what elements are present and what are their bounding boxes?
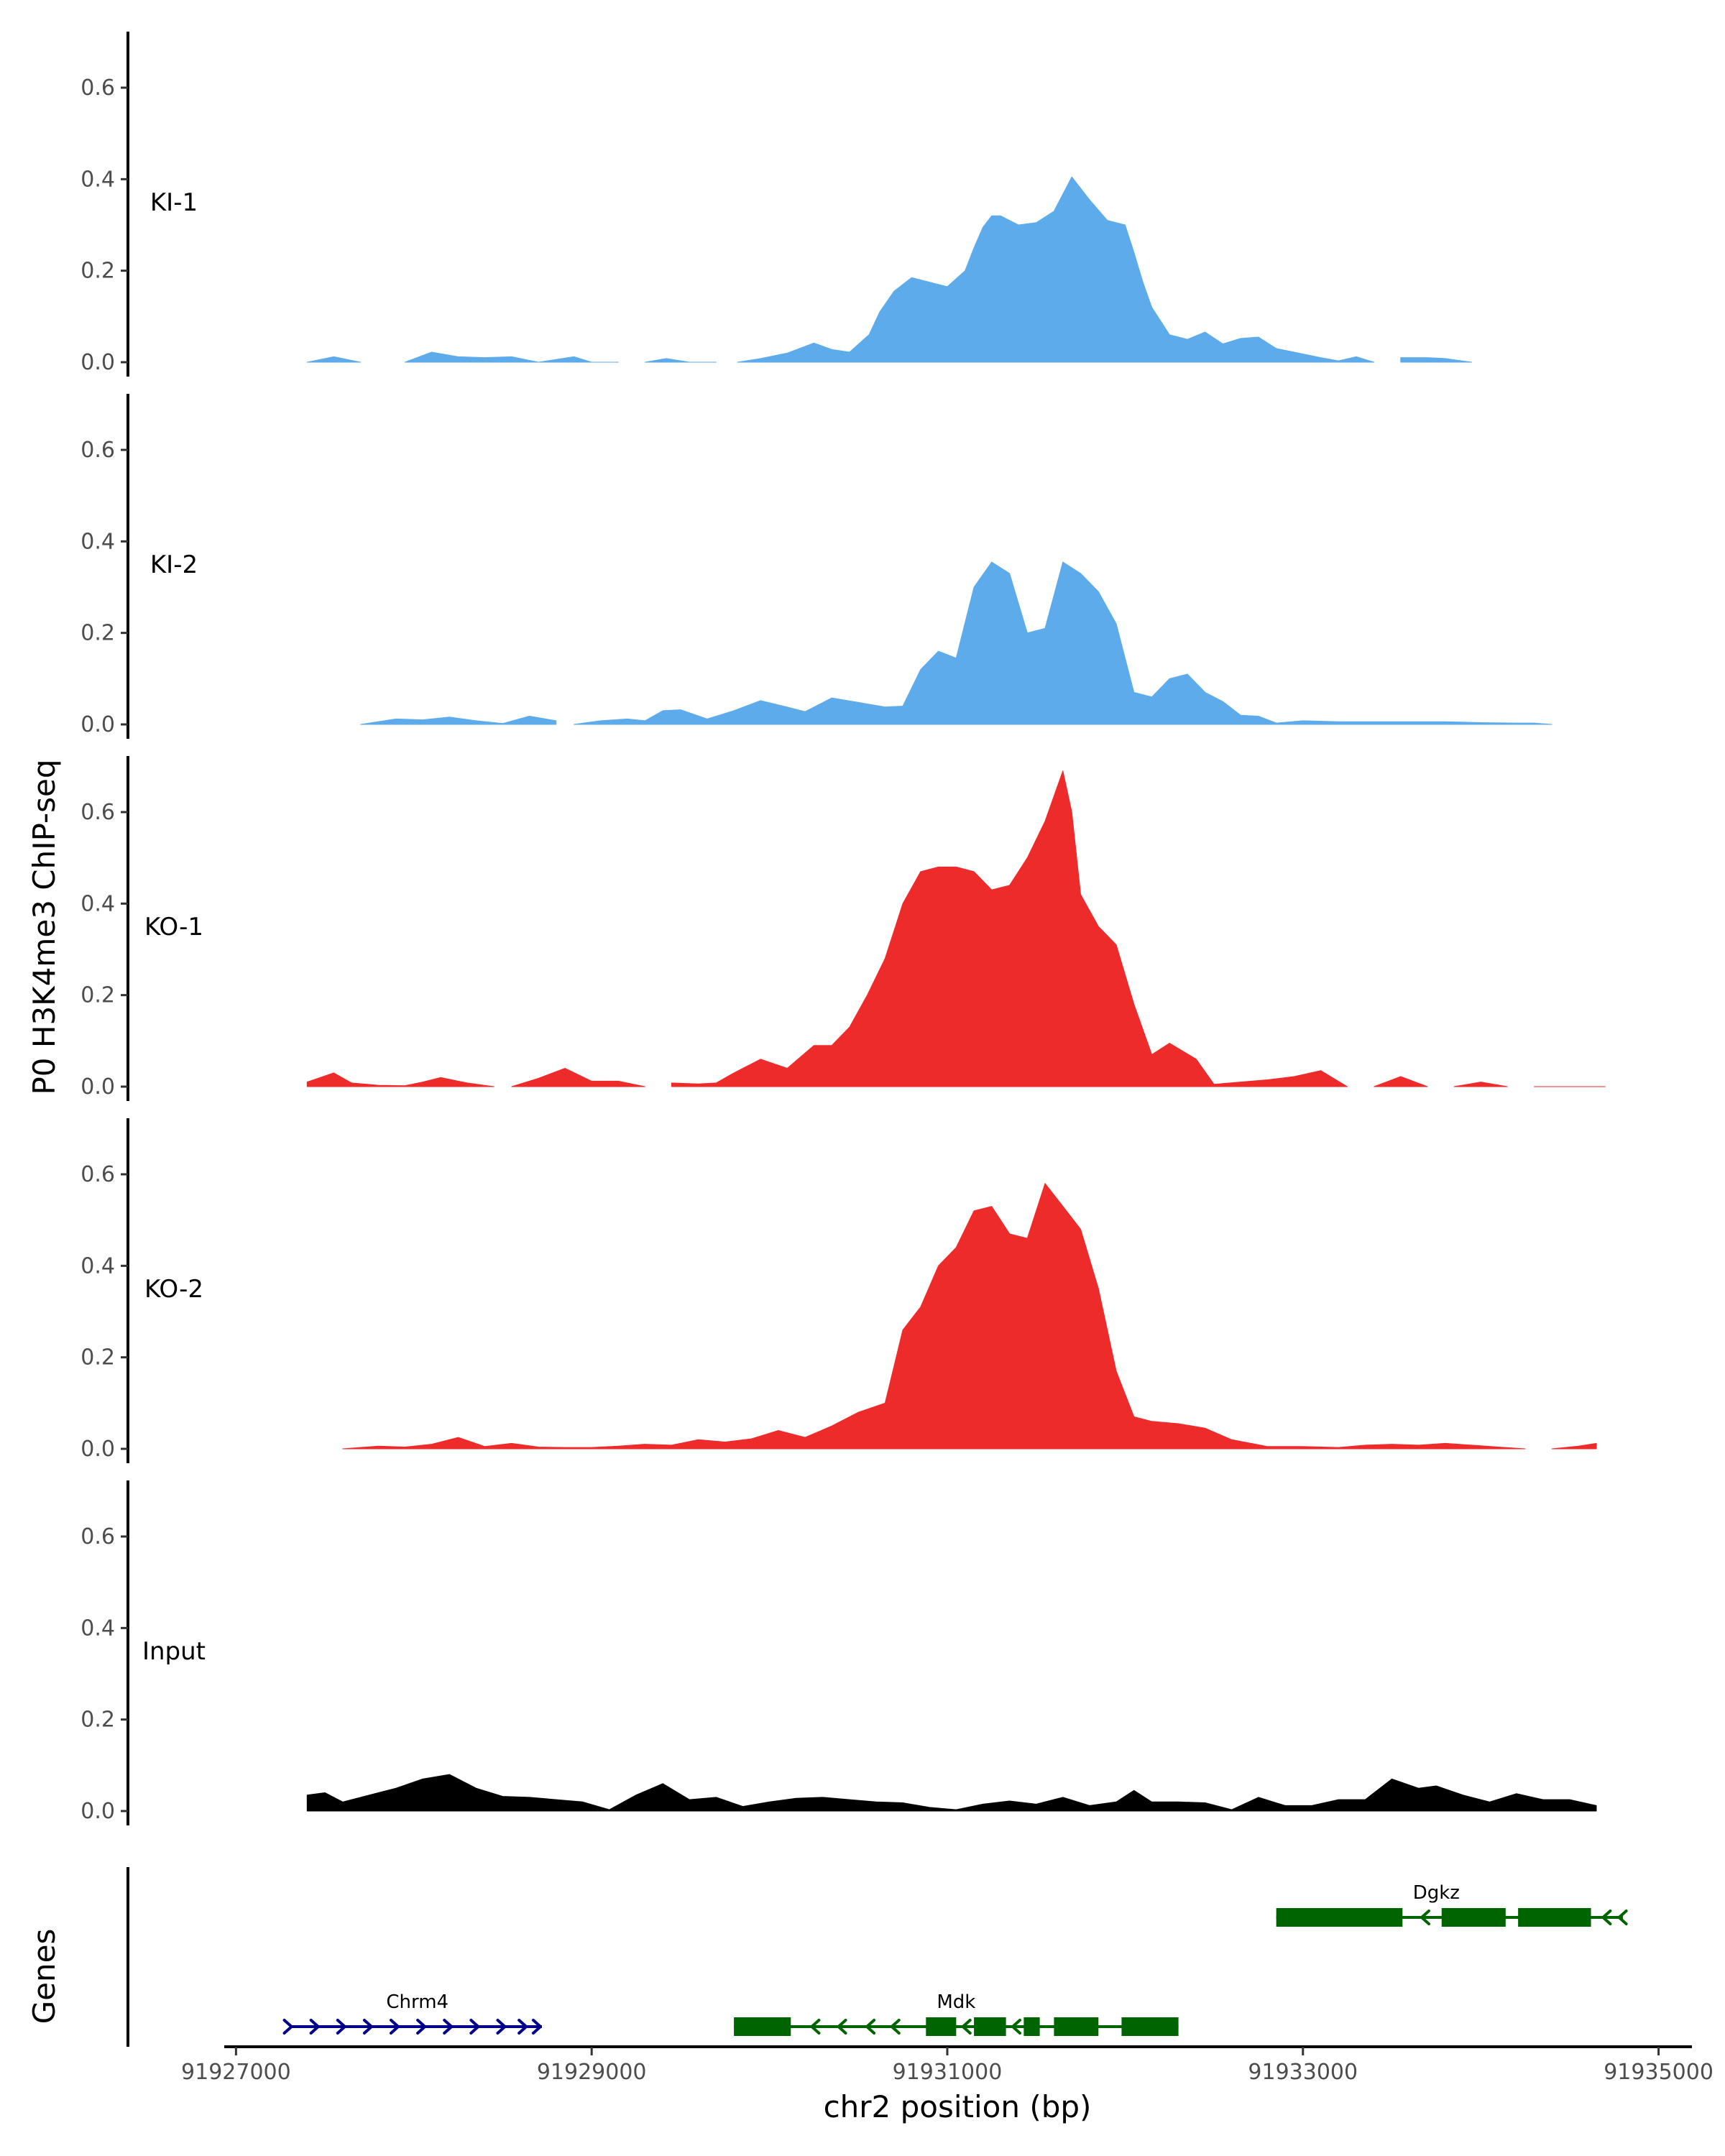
gene-exon [1276,1908,1403,1927]
strand-arrow [961,2019,972,2035]
strand-arrow [518,2019,528,2035]
strand-arrow [282,2019,293,2035]
y-tick-label: 0.0 [80,350,115,375]
y-tick-label: 0.4 [80,1253,115,1279]
strand-arrow [837,2019,847,2035]
coverage-area-ki-1 [1400,357,1473,363]
track-input: 0.0 0.2 0.4 0.6 Input [80,1480,1597,1825]
coverage-area-ki-1 [404,351,619,363]
y-tick-label: 0.6 [80,800,115,825]
track-label: KO-1 [144,913,203,941]
gene-exon [1441,1908,1506,1927]
strand-arrow [336,2019,346,2035]
y-tick-label: 0.6 [80,1162,115,1187]
x-tick-label: 91931000 [893,2060,1003,2085]
y-tick-label: 0.0 [80,712,115,737]
x-tick-label: 91929000 [537,2060,647,2085]
coverage-area-ko-1 [1374,1076,1428,1087]
y-tick-label: 0.2 [80,1708,115,1733]
gene-label: Mdk [937,1991,975,2013]
gene-dgkz: Dgkz [1276,1882,1628,1927]
coverage-area-ko-2 [342,1183,1526,1450]
gene-annotation-panel: Chrm4 Mdk Dgkz [126,1867,1628,2047]
x-tick-label: 91933000 [1248,2060,1358,2085]
strand-arrow [1420,1909,1430,1925]
gene-exon [1121,2017,1179,2036]
gene-mdk: Mdk [734,1991,1179,2036]
coverage-area-input [306,1774,1597,1812]
coverage-area-ko-1 [306,1072,494,1087]
track-ko-2: 0.0 0.2 0.4 0.6 KO-2 [80,1118,1597,1463]
y-tick-label: 0.0 [80,1437,115,1462]
track-label: KO-2 [144,1275,203,1304]
track-ki-2: 0.0 0.2 0.4 0.6 KI-2 [80,394,1552,739]
track-label: Input [142,1637,206,1666]
strand-arrow [1601,1909,1612,1925]
strand-arrow [362,2019,373,2035]
gene-exon [1024,2017,1040,2036]
strand-arrow [416,2019,427,2035]
y-tick-label: 0.4 [80,1616,115,1641]
y-tick-label: 0.0 [80,1799,115,1824]
gene-label: Dgkz [1413,1882,1460,1904]
gene-exon [1054,2017,1099,2036]
coverage-area-ko-1 [511,1068,645,1087]
coverage-area-ko-1 [671,770,1348,1087]
strand-arrow [531,2019,542,2035]
strand-arrow [890,2019,901,2035]
genes-axis-title: Genes [27,1929,62,2024]
track-ko-1: 0.0 0.2 0.4 0.6 KO-1 [80,756,1606,1101]
y-tick-label: 0.4 [80,891,115,916]
coverage-area-ko-1 [1453,1082,1508,1087]
strand-arrow [309,2019,320,2035]
y-tick-label: 0.6 [80,75,115,101]
gene-exon [734,2017,791,2036]
x-tick-label: 91935000 [1604,2060,1714,2085]
x-axis: 91927000 91929000 91931000 91933000 91935000 [181,2045,1714,2085]
track-label: KI-1 [150,188,198,217]
y-tick-label: 0.2 [80,983,115,1008]
gene-label: Chrm4 [386,1991,448,2013]
coverage-area-ki-1 [737,176,1375,363]
y-tick-label: 0.6 [80,1524,115,1549]
gene-exon [974,2017,1006,2036]
coverage-area-ki-1 [306,356,362,363]
gene-chrm4: Chrm4 [282,1991,542,2035]
coverage-area-ki-2 [573,561,1552,725]
y-tick-label: 0.2 [80,1345,115,1370]
track-ki-1: 0.0 0.2 0.4 0.6 KI-1 [80,32,1473,377]
track-label: KI-2 [150,550,198,579]
coverage-area-ko-2 [1551,1442,1597,1450]
x-axis-title: chr2 position (bp) [824,2089,1092,2124]
strand-arrow [810,2019,821,2035]
strand-arrow [469,2019,480,2035]
gene-exon [926,2017,957,2036]
coverage-tracks: 0.00.20.40.6KI-10.00.20.40.6KI-20.00.20.… [80,32,1606,1825]
y-tick-label: 0.2 [80,621,115,646]
strand-arrow [1011,2019,1021,2035]
y-axis-title: P0 H3K4me3 ChIP-seq [27,759,62,1095]
coverage-area-ki-2 [360,716,557,725]
gene-exon [1518,1908,1591,1927]
strand-arrow [865,2019,876,2035]
y-tick-label: 0.2 [80,259,115,284]
y-tick-label: 0.4 [80,167,115,192]
strand-arrow [496,2019,507,2035]
strand-arrow [390,2019,400,2035]
strand-arrow [443,2019,454,2035]
y-tick-label: 0.4 [80,529,115,554]
strand-arrow [1617,1909,1628,1925]
y-tick-label: 0.6 [80,438,115,463]
y-tick-label: 0.0 [80,1074,115,1100]
coverage-area-ki-1 [644,358,717,363]
x-tick-label: 91927000 [181,2060,291,2085]
